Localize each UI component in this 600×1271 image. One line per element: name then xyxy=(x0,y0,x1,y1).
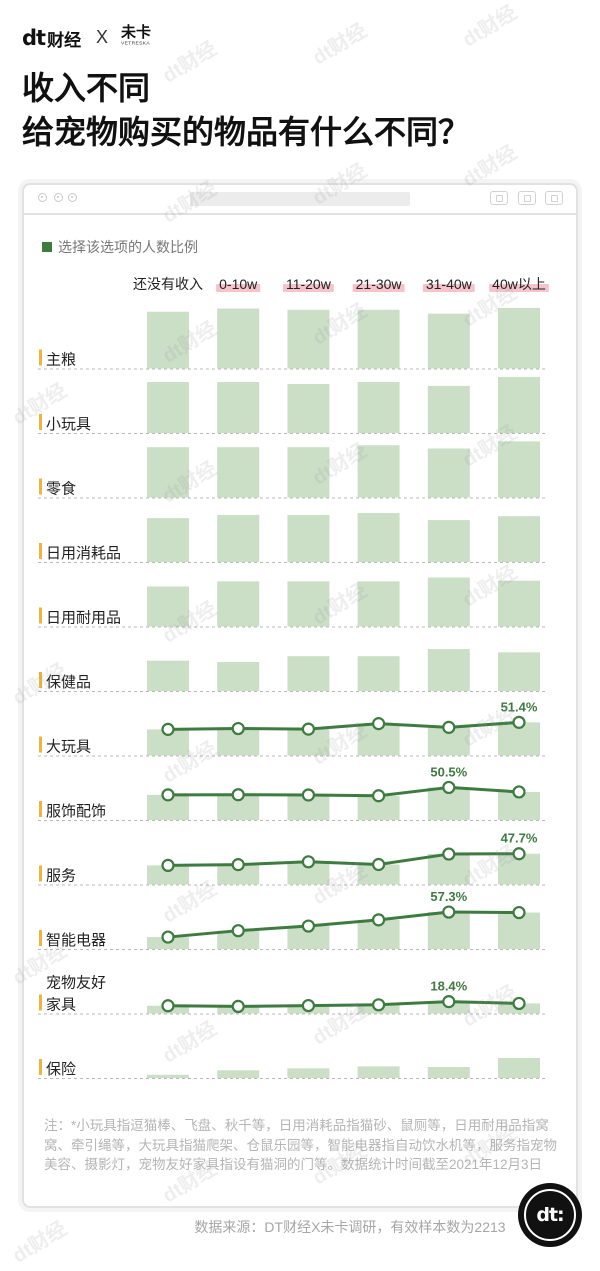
badge-text: dt: xyxy=(536,1204,564,1226)
title-line-2: 给宠物购买的物品有什么不同？ xyxy=(22,114,471,150)
profile-icon xyxy=(490,191,508,205)
watermark: dt财经 xyxy=(308,19,371,70)
address-bar xyxy=(190,192,410,206)
watermark: dt财经 xyxy=(458,1,521,52)
dt-badge-logo: dt: xyxy=(518,1183,582,1247)
dt-logo-mark: dt xyxy=(22,26,46,50)
window-icon xyxy=(545,191,563,205)
title-line-1: 收入不同 xyxy=(22,70,151,106)
close-window-icon xyxy=(38,193,47,202)
maximize-window-icon xyxy=(68,193,77,202)
browser-frame xyxy=(22,183,578,1208)
dt-logo-text: 财经 xyxy=(47,30,82,50)
page-title: 收入不同 给宠物购买的物品有什么不同？ xyxy=(22,66,470,154)
legend-swatch xyxy=(42,242,52,252)
share-icon xyxy=(518,191,536,205)
badge-ring xyxy=(524,1189,576,1241)
partner-logo: 未卡 VETRESKA xyxy=(121,24,168,49)
footnote: 注：*小玩具指逗猫棒、飞盘、秋千等，日用消耗品指猫砂、鼠厕等，日用耐用品指窝窝、… xyxy=(44,1118,557,1172)
data-source: 数据来源：DT财经X未卡调研，有效样本数为2213 xyxy=(194,1219,506,1235)
browser-topbar xyxy=(24,185,576,215)
chart-legend: 选择该选项的人数比例 xyxy=(42,237,198,257)
minimize-window-icon xyxy=(54,193,63,202)
partner-logo-text: 未卡 xyxy=(121,24,152,41)
legend-label: 选择该选项的人数比例 xyxy=(58,239,198,255)
watermark: dt财经 xyxy=(8,1217,71,1268)
brand-separator: X xyxy=(96,27,109,47)
partner-logo-subtext: VETRESKA xyxy=(121,40,150,46)
dt-logo: dt 财经 xyxy=(22,25,81,51)
